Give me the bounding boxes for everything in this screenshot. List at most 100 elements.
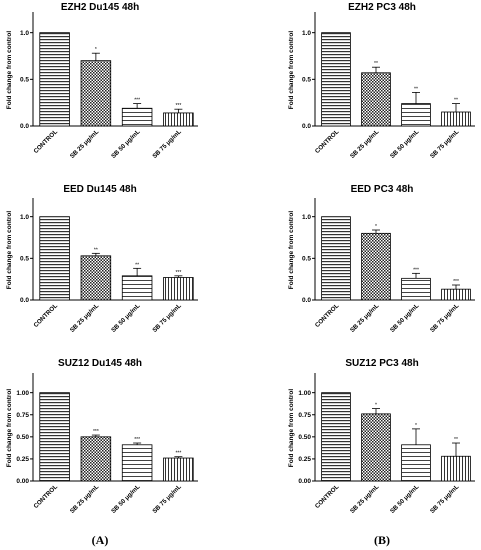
bar-4 (441, 288, 471, 301)
significance-label: ** (94, 247, 98, 253)
bar-3 (401, 277, 431, 301)
category-label: SB 25 μg/mL (349, 302, 381, 334)
category-label: CONTROL (314, 483, 341, 510)
bar-4 (163, 457, 194, 482)
y-tick-label: 0.75 (298, 412, 311, 419)
significance-label: * (415, 423, 417, 429)
category-label: SB 50 μg/mL (389, 128, 421, 160)
chart-title: EZH2 Du145 48h (61, 2, 139, 13)
bar-2 (80, 436, 112, 482)
y-tick-label: 0.5 (20, 256, 29, 263)
bar-2 (361, 232, 391, 301)
bar-3 (121, 107, 153, 127)
significance-label: *** (93, 429, 99, 435)
category-label: SB 50 μg/mL (389, 483, 421, 515)
y-tick-label: 1.0 (302, 214, 311, 221)
y-tick-label: 0.50 (16, 434, 29, 441)
significance-label: *** (134, 437, 140, 443)
significance-label: ** (454, 437, 458, 443)
y-tick-label: 0.0 (20, 297, 29, 304)
y-tick-label: 0.5 (20, 77, 29, 84)
bar-1 (39, 32, 70, 127)
significance-label: ** (374, 61, 378, 67)
chart-title: EED Du145 48h (63, 184, 136, 195)
bar-4 (163, 277, 194, 301)
significance-label: * (375, 224, 377, 230)
panel-label-a: (A) (92, 533, 109, 547)
category-label: SB 50 μg/mL (110, 483, 142, 515)
y-tick-label: 1.00 (298, 390, 311, 397)
significance-label: ** (135, 262, 139, 268)
significance-label: ** (454, 98, 458, 104)
significance-label: *** (175, 103, 181, 109)
y-axis-label: Fold change from control (288, 31, 295, 110)
category-label: CONTROL (314, 128, 341, 155)
category-label: SB 75 μg/mL (151, 128, 183, 160)
y-tick-label: 0.25 (16, 456, 29, 463)
bar-1 (321, 392, 351, 482)
category-label: SB 25 μg/mL (349, 483, 381, 515)
category-label: SB 25 μg/mL (69, 483, 101, 515)
bar-3 (401, 103, 431, 127)
y-axis-label: Fold change from control (288, 389, 295, 468)
y-tick-label: 0.50 (298, 434, 311, 441)
chart-1: EZH2 Du145 48h Fold change from control 0.… (6, 2, 198, 160)
category-label: CONTROL (32, 128, 59, 155)
y-tick-label: 0.0 (302, 297, 311, 304)
significance-label: *** (175, 270, 181, 276)
significance-label: *** (175, 451, 181, 457)
bar-4 (441, 111, 471, 127)
y-axis-label: Fold change from control (6, 389, 13, 468)
significance-label: *** (413, 267, 419, 273)
bar-2 (361, 72, 391, 127)
chart-3: EED Du145 48h Fold change from control 0.0… (6, 184, 198, 334)
category-label: SB 50 μg/mL (389, 302, 421, 334)
category-label: SB 75 μg/mL (151, 483, 183, 515)
bar-1 (321, 32, 351, 127)
category-label: CONTROL (32, 483, 59, 510)
y-tick-label: 0.5 (302, 256, 311, 263)
category-label: SB 75 μg/mL (429, 128, 461, 160)
category-label: SB 25 μg/mL (69, 302, 101, 334)
chart-6: SUZ12 PC3 48h Fold change from control 0.0… (288, 358, 475, 515)
y-tick-label: 0.0 (20, 123, 29, 130)
y-tick-label: 1.0 (20, 214, 29, 221)
bar-2 (80, 255, 112, 301)
y-tick-label: 1.00 (16, 390, 29, 397)
y-axis-label: Fold change from control (288, 211, 295, 290)
category-label: SB 50 μg/mL (110, 302, 142, 334)
significance-label: * (95, 47, 97, 53)
category-label: SB 25 μg/mL (69, 128, 101, 160)
bar-4 (441, 455, 471, 482)
bar-2 (80, 60, 112, 127)
chart-title: SUZ12 PC3 48h (345, 358, 418, 369)
y-tick-label: 0.25 (298, 456, 311, 463)
y-tick-label: 0.00 (16, 478, 29, 485)
bar-1 (39, 392, 70, 482)
y-tick-label: 0.0 (302, 123, 311, 130)
category-label: CONTROL (32, 302, 59, 329)
bar-3 (121, 444, 153, 482)
y-tick-label: 0.5 (302, 77, 311, 84)
significance-label: *** (453, 279, 459, 285)
chart-title: SUZ12 Du145 48h (58, 358, 142, 369)
y-axis-label: Fold change from control (6, 31, 13, 110)
chart-4: EED PC3 48h Fold change from control 0.0 0.… (288, 184, 475, 334)
category-label: SB 75 μg/mL (151, 302, 183, 334)
chart-2: EZH2 PC3 48h Fold change from control 0.0 0… (288, 2, 475, 160)
bar-4 (163, 112, 194, 127)
significance-label: *** (134, 98, 140, 104)
bar-1 (321, 216, 351, 301)
bar-1 (39, 216, 70, 301)
bar-2 (361, 413, 391, 482)
panel-label-b: (B) (374, 533, 390, 547)
category-label: SB 75 μg/mL (429, 302, 461, 334)
y-tick-label: 1.0 (20, 30, 29, 37)
chart-title: EED PC3 48h (351, 184, 414, 195)
y-tick-label: 1.0 (302, 30, 311, 37)
y-axis-label: Fold change from control (6, 211, 13, 290)
category-label: CONTROL (314, 302, 341, 329)
